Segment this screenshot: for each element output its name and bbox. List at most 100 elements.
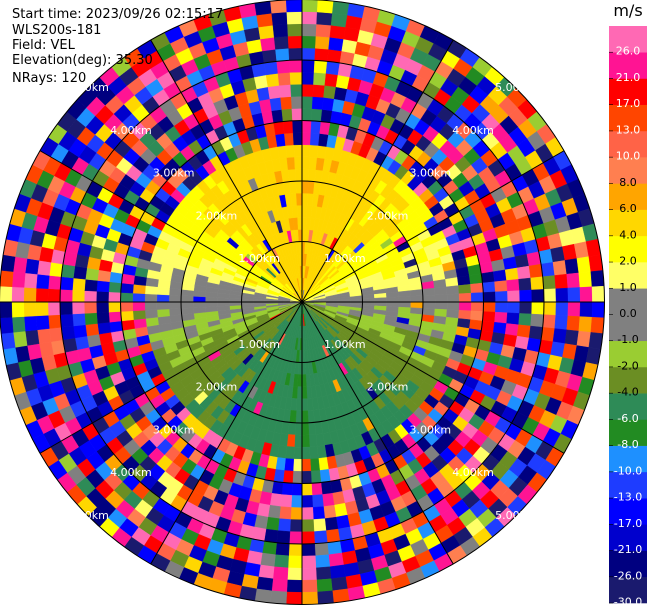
velocity-gate [289,519,303,533]
velocity-gate [290,83,303,97]
velocity-gate [286,579,303,593]
velocity-gate [280,494,293,508]
velocity-gate [132,301,146,312]
velocity-gate [327,540,342,555]
velocity-gate [316,590,334,605]
velocity-gate [316,11,333,26]
colorbar-unit: m/s [613,1,642,20]
velocity-gate [567,287,581,303]
velocity-gate [263,61,279,76]
velocity-gate [576,330,592,348]
velocity-gate [85,267,100,281]
velocity-gate [301,35,317,49]
velocity-gate [292,458,303,472]
velocity-gate [180,307,194,315]
velocity-gate [277,518,291,532]
velocity-gate [504,323,519,337]
ring-label: 1.00km [324,252,366,265]
velocity-gate [11,271,26,288]
velocity-gate [552,260,567,276]
velocity-gate [296,386,303,400]
velocity-gate [271,578,288,593]
colorbar-segment [609,419,647,446]
velocity-gate [59,301,73,315]
velocity-gate [286,11,303,25]
velocity-gate [72,313,86,327]
velocity-gate [579,301,593,318]
velocity-gate [333,502,348,518]
colorbar-tick-label: -2.0 [617,359,638,372]
velocity-gate [301,47,316,61]
velocity-gate [458,284,472,294]
azimuth-spoke [39,150,303,303]
velocity-gate [132,310,146,320]
velocity-gate [277,72,291,86]
velocity-gate [434,301,448,310]
velocity-gate [301,96,313,109]
velocity-gate [301,108,313,121]
velocity-gate [301,23,317,37]
velocity-gate [286,156,296,170]
velocity-gate [481,271,495,284]
velocity-gate [312,84,325,98]
velocity-gate [567,301,581,317]
velocity-gate [328,37,344,52]
velocity-gate [72,277,86,291]
velocity-gate [272,566,289,581]
velocity-gate [313,72,327,86]
colorbar-segment [609,550,647,578]
velocity-gate [446,293,460,303]
velocity-gate [263,528,279,543]
colorbar-tick-label: 13.0 [616,123,641,136]
velocity-gate [301,434,310,448]
colorbar-tick-label: 0.0 [619,307,637,320]
velocity-gate [542,314,556,329]
colorbar-segment [609,340,647,368]
velocity-gate [12,256,28,274]
velocity-gate [566,272,581,289]
velocity-gate [307,410,315,424]
start-time-text: Start time: 2023/09/26 02:15:17 [12,7,224,22]
velocity-gate [272,23,289,38]
velocity-gate [273,121,285,135]
velocity-gate [260,37,276,52]
velocity-gate [11,316,26,333]
colorbar-segment [609,183,647,210]
velocity-gate [554,273,569,289]
velocity-gate [11,286,25,303]
velocity-gate [422,301,436,310]
velocity-gate [49,262,64,277]
velocity-gate [319,469,331,483]
velocity-gate [265,73,280,88]
colorbar-segment [609,262,647,289]
velocity-gate [296,192,303,206]
velocity-gate [277,145,288,159]
velocity-gate [313,60,328,74]
velocity-gate [590,270,605,288]
velocity-gate [12,330,28,348]
velocity-gate [310,120,322,134]
velocity-gate [324,516,339,531]
velocity-gate [291,495,303,508]
velocity-gate [24,258,40,275]
velocity-gate [507,290,521,303]
velocity-gate [301,144,311,158]
velocity-gate [108,301,121,313]
colorbar-segment [609,78,647,105]
velocity-gate [306,398,314,411]
velocity-gate [552,328,567,344]
velocity-gate [531,301,545,315]
velocity-gate [330,12,348,28]
velocity-gate [292,120,303,134]
velocity-gate [289,531,303,545]
velocity-gate [301,470,312,484]
velocity-gate [301,410,309,424]
velocity-gate [329,564,346,580]
velocity-gate [289,71,303,85]
velocity-gate [282,470,294,484]
ring-label: 2.00km [367,381,409,394]
velocity-gate [325,61,341,76]
velocity-gate [531,289,545,303]
velocity-gate [0,270,14,288]
velocity-gate [301,531,315,545]
